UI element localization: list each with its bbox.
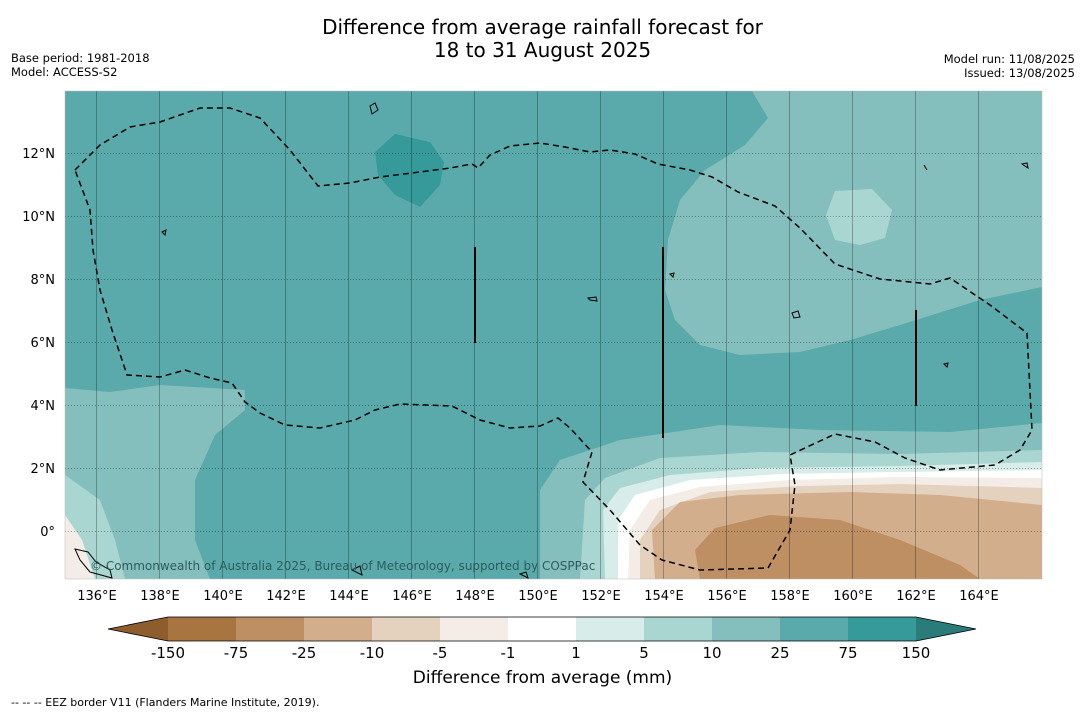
base-period-text: Base period: 1981-2018 <box>11 51 150 65</box>
colorbar-swatch <box>236 617 304 641</box>
colorbar-label: -5 <box>433 644 448 662</box>
colorbar-label: -25 <box>292 644 317 662</box>
anomaly-blob-75-150 <box>375 134 444 207</box>
colorbar-swatch <box>712 617 780 641</box>
colorbar-swatch <box>576 617 644 641</box>
lon-tick-label: 142°E <box>266 589 306 604</box>
lon-tick-label: 148°E <box>455 589 495 604</box>
colorbar <box>107 616 977 642</box>
islands <box>74 102 1029 579</box>
marker-lines <box>474 247 917 438</box>
lon-tick-label: 136°E <box>77 589 117 604</box>
lon-tick-label: 152°E <box>581 589 621 604</box>
lon-tick-label: 156°E <box>707 589 747 604</box>
colorbar-swatch <box>168 617 236 641</box>
lon-tick-label: 144°E <box>329 589 369 604</box>
lon-tick-label: 154°E <box>644 589 684 604</box>
lon-tick-label: 150°E <box>518 589 558 604</box>
issued-text: Issued: 13/08/2025 <box>964 66 1075 80</box>
model-info: Base period: 1981-2018 Model: ACCESS-S2 <box>11 51 150 79</box>
map-title-line1: Difference from average rainfall forecas… <box>322 15 763 39</box>
lon-tick-label: 158°E <box>770 589 810 604</box>
colorbar-low-extension <box>108 617 168 641</box>
lon-tick-label: 140°E <box>203 589 243 604</box>
lat-tick-label: 2°N <box>31 462 56 477</box>
parallel-lines <box>65 153 1042 532</box>
copyright-text: © Commonwealth of Australia 2025, Bureau… <box>90 559 595 573</box>
latitude-labels: 12°N 10°N 8°N 6°N 4°N 2°N 0° <box>22 147 55 540</box>
colorbar-swatch <box>780 617 848 641</box>
lat-tick-label: 6°N <box>31 336 56 351</box>
colorbar-outline <box>107 616 977 642</box>
colorbar-label: -1 <box>501 644 516 662</box>
colorbar-label: 5 <box>639 644 649 662</box>
colorbar-labels: -150 -75 -25 -10 -5 -1 1 5 10 25 75 150 <box>151 644 930 662</box>
eez-footnote: -- -- -- EEZ border V11 (Flanders Marine… <box>11 696 320 709</box>
colorbar-swatch <box>848 617 916 641</box>
lat-tick-label: 4°N <box>31 399 56 414</box>
lat-tick-label: 10°N <box>22 210 55 225</box>
model-name-text: Model: ACCESS-S2 <box>11 65 118 79</box>
model-run-text: Model run: 11/08/2025 <box>943 52 1075 66</box>
lat-tick-label: 12°N <box>22 147 55 162</box>
rainfall-map-panel: © Commonwealth of Australia 2025, Bureau… <box>65 91 1042 579</box>
anomaly-band-minus75-se <box>695 515 980 579</box>
issue-info: Model run: 11/08/2025 Issued: 13/08/2025 <box>944 52 1075 80</box>
colorbar-label: 150 <box>902 644 931 662</box>
meridian-lines <box>96 91 979 579</box>
lat-tick-label: 0° <box>40 525 55 540</box>
anomaly-blob-5-10 <box>826 189 892 245</box>
colorbar-swatch <box>508 617 576 641</box>
colorbar-label: 25 <box>770 644 789 662</box>
map-title-line2: 18 to 31 August 2025 <box>433 38 652 62</box>
map-frame <box>64 90 1043 580</box>
lon-tick-label: 162°E <box>896 589 936 604</box>
eez-border <box>74 107 1033 571</box>
lon-tick-label: 160°E <box>833 589 873 604</box>
lon-tick-label: 164°E <box>959 589 999 604</box>
lat-tick-label: 8°N <box>31 273 56 288</box>
colorbar-swatch <box>372 617 440 641</box>
colorbar-swatch <box>440 617 508 641</box>
lon-tick-label: 138°E <box>140 589 180 604</box>
longitude-labels: 136°E 138°E 140°E 142°E 144°E 146°E 148°… <box>77 589 999 604</box>
colorbar-label: -10 <box>360 644 385 662</box>
anomaly-band-neutral-sw <box>65 515 95 579</box>
colorbar-label: 1 <box>571 644 581 662</box>
colorbar-label: -75 <box>224 644 249 662</box>
lon-tick-label: 146°E <box>392 589 432 604</box>
colorbar-label: 10 <box>702 644 721 662</box>
colorbar-high-extension <box>916 617 976 641</box>
legend-title: Difference from average (mm) <box>412 668 673 688</box>
colorbar-swatch <box>644 617 712 641</box>
colorbar-swatch <box>304 617 372 641</box>
colorbar-label: 75 <box>838 644 857 662</box>
colorbar-label: -150 <box>151 644 185 662</box>
